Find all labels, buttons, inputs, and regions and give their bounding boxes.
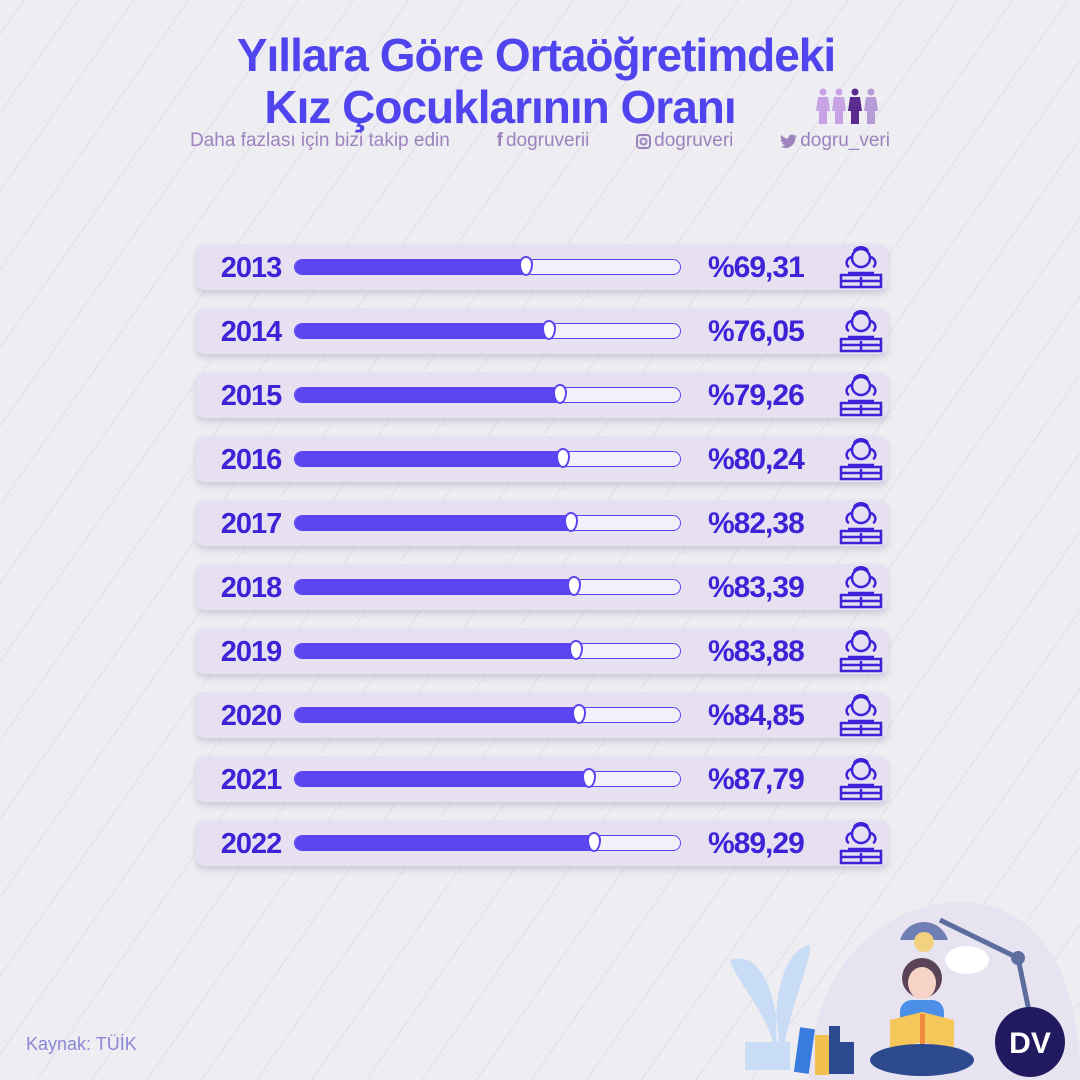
source-label: Kaynak: TÜİK — [26, 1034, 137, 1054]
year-label: 2014 — [220, 316, 283, 348]
facebook-link[interactable]: f dogruverii — [496, 130, 590, 151]
bar-knob — [568, 640, 583, 660]
svg-text:DV: DV — [1009, 1027, 1051, 1060]
bar-knob — [542, 320, 557, 340]
bar-track — [294, 704, 681, 724]
girl-reading-icon — [836, 309, 886, 358]
bar-row-2013: 2013 %69,31 — [196, 244, 888, 290]
value-label: %69,31 — [708, 251, 805, 284]
bar-track — [294, 448, 681, 468]
year-label: 2021 — [220, 764, 283, 796]
bar-row-2017: 2017 %82,38 — [196, 500, 888, 546]
bar-row-2019: 2019 %83,88 — [196, 628, 888, 674]
bar-knob — [572, 704, 587, 724]
bar-knob — [553, 384, 568, 404]
women-icons — [816, 88, 878, 124]
bar-fill — [295, 580, 575, 594]
bar-fill — [295, 708, 580, 722]
girl-reading-icon — [836, 245, 886, 294]
bar-fill — [295, 772, 590, 786]
bar-track — [294, 512, 681, 532]
value-label: %82,38 — [708, 507, 805, 540]
girl-reading-icon — [836, 565, 886, 614]
bar-row-2021: 2021 %87,79 — [196, 756, 888, 802]
instagram-link[interactable]: dogruveri — [636, 130, 733, 152]
value-label: %80,24 — [708, 443, 805, 476]
bar-knob — [563, 512, 578, 532]
bar-knob — [556, 448, 571, 468]
girl-reading-icon — [836, 821, 886, 870]
girl-reading-icon — [836, 437, 886, 486]
bar-knob — [587, 832, 602, 852]
value-label: %83,88 — [708, 635, 805, 668]
girl-reading-illustration: DV — [730, 902, 1080, 1080]
year-label: 2018 — [220, 572, 283, 604]
year-label: 2016 — [220, 444, 283, 476]
twitter-icon — [780, 134, 798, 148]
bar-fill — [295, 324, 550, 338]
bar-row-2014: 2014 %76,05 — [196, 308, 888, 354]
bar-row-2015: 2015 %79,26 — [196, 372, 888, 418]
follow-text: Daha fazlası için bizi takip edin — [190, 130, 450, 151]
bar-knob — [567, 576, 582, 596]
facebook-icon: f — [496, 130, 503, 151]
girl-reading-icon — [836, 629, 886, 678]
value-label: %87,79 — [708, 763, 805, 796]
girl-reading-icon — [836, 757, 886, 806]
value-label: %89,29 — [708, 827, 805, 860]
bar-fill — [295, 388, 561, 402]
bar-track — [294, 768, 681, 788]
bar-fill — [295, 836, 595, 850]
bar-knob — [518, 256, 533, 276]
title-line-1: Yıllara Göre Ortaöğretimdeki — [236, 29, 836, 81]
bar-fill — [295, 644, 576, 658]
bar-knob — [582, 768, 597, 788]
title-line-2: Kız Çocuklarının Oranı — [264, 81, 736, 133]
value-label: %79,26 — [708, 379, 805, 412]
bar-track — [294, 576, 681, 596]
instagram-icon — [636, 133, 652, 149]
value-label: %83,39 — [708, 571, 805, 604]
year-label: 2020 — [220, 700, 283, 732]
girl-reading-icon — [836, 693, 886, 742]
bar-track — [294, 832, 681, 852]
year-label: 2019 — [220, 636, 283, 668]
girl-reading-icon — [836, 501, 886, 550]
bar-row-2018: 2018 %83,39 — [196, 564, 888, 610]
year-label: 2013 — [220, 252, 283, 284]
bar-row-2020: 2020 %84,85 — [196, 692, 888, 738]
year-label: 2022 — [220, 828, 283, 860]
bar-fill — [295, 452, 564, 466]
bar-track — [294, 320, 681, 340]
social-follow-bar: Daha fazlası için bizi takip edin f dogru… — [190, 130, 890, 152]
year-label: 2017 — [220, 508, 283, 540]
bar-track — [294, 256, 681, 276]
bar-row-2022: 2022 %89,29 — [196, 820, 888, 866]
bar-track — [294, 384, 681, 404]
bar-fill — [295, 516, 571, 530]
girl-reading-icon — [836, 373, 886, 422]
bar-fill — [295, 260, 526, 274]
value-label: %76,05 — [708, 315, 805, 348]
value-label: %84,85 — [708, 699, 805, 732]
twitter-link[interactable]: dogru_veri — [780, 130, 890, 152]
year-label: 2015 — [220, 380, 283, 412]
bar-track — [294, 640, 681, 660]
bar-row-2016: 2016 %80,24 — [196, 436, 888, 482]
